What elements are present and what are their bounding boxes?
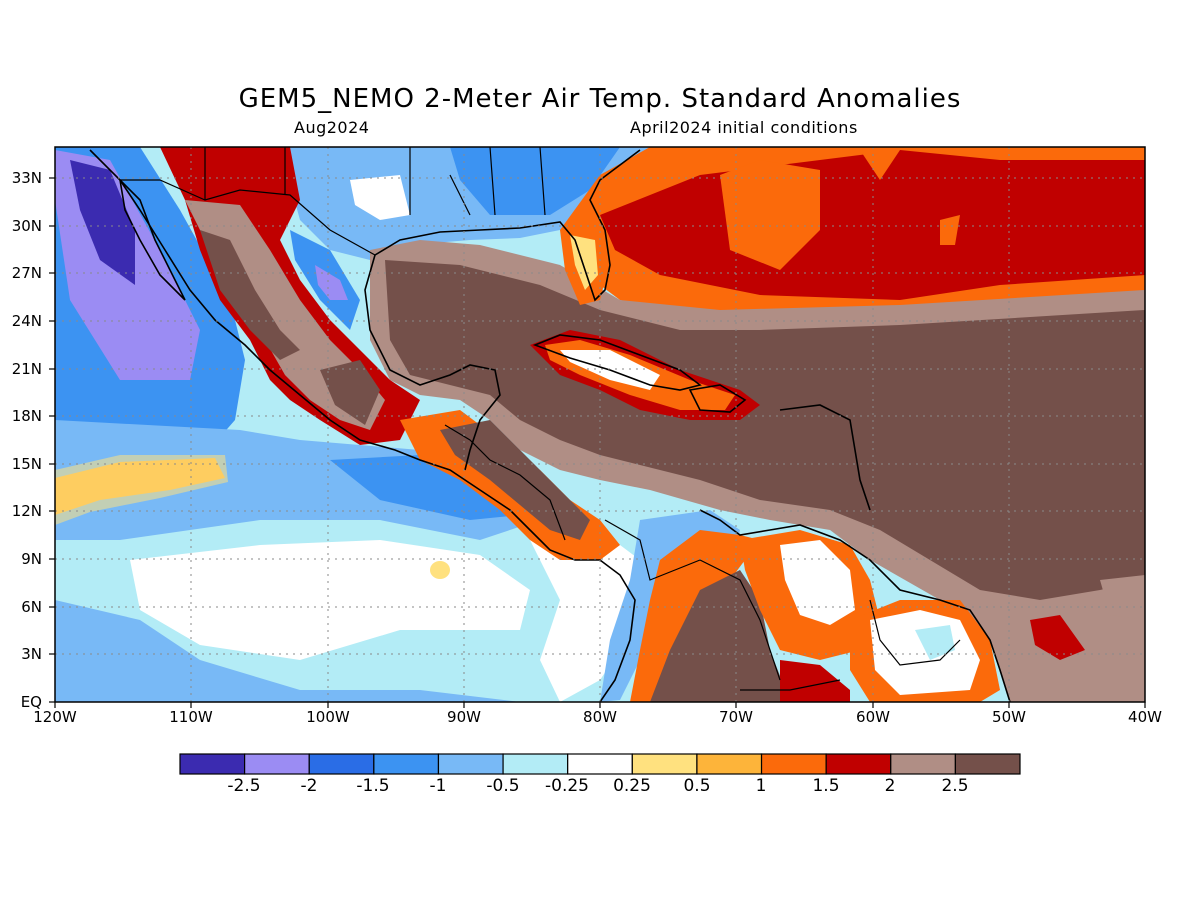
pacific-very-cold — [70, 160, 135, 285]
guiana-neutral — [870, 610, 980, 695]
venezuela-neutral — [780, 540, 855, 625]
south-america-borders — [699, 559, 961, 691]
colorbar-label: 1.5 — [812, 776, 840, 796]
colorbar-label: 0.25 — [613, 776, 651, 796]
hispaniola-coast — [688, 384, 747, 413]
baja-california — [118, 177, 186, 301]
atlantic-warm-patch-2 — [860, 150, 900, 180]
colorbar-swatch — [437, 753, 504, 775]
colorbar-swatch — [502, 753, 569, 775]
colorbar-label: 0.5 — [683, 776, 711, 796]
central-america-borders — [444, 424, 701, 581]
lat-label-33n: 33N — [11, 169, 42, 187]
us-mexico-border — [120, 179, 376, 256]
lon-label-70w: 70W — [719, 708, 753, 726]
florida-neutral — [570, 235, 598, 290]
us-state-lines — [204, 147, 546, 216]
lat-label-6n: 6N — [21, 598, 42, 616]
colorbar — [179, 753, 1021, 775]
lon-label-60w: 60W — [856, 708, 890, 726]
lat-label-18n: 18N — [11, 407, 42, 425]
grid — [55, 147, 1145, 702]
caribbean-islands — [779, 404, 871, 511]
lon-label-90w: 90W — [447, 708, 481, 726]
pacific-south-band — [55, 600, 520, 702]
colorbar-swatch — [308, 753, 375, 775]
colorbar-label: -1 — [429, 776, 447, 796]
colorbar-swatch — [631, 753, 698, 775]
colorbar-label: 2 — [884, 776, 896, 796]
atlantic-south-warm — [1100, 575, 1145, 620]
lat-label-24n: 24N — [11, 312, 42, 330]
sierra-madre-cold-core — [315, 265, 348, 300]
atlantic-warm-patch — [720, 160, 820, 270]
axis-ticks — [49, 177, 1146, 708]
lat-label-eq: EQ — [20, 693, 42, 711]
colombia-extreme — [650, 570, 790, 702]
lat-label-12n: 12N — [11, 502, 42, 520]
chart-subtitle-month: Aug2024 — [294, 118, 370, 137]
colorbar-swatch — [696, 753, 763, 775]
lat-label-3n: 3N — [21, 645, 42, 663]
anomaly-field — [55, 147, 1145, 702]
borders — [120, 147, 961, 691]
mexico-extreme — [200, 230, 300, 360]
lat-label-21n: 21N — [11, 360, 42, 378]
colorbar-swatch — [567, 753, 633, 775]
lon-label-40w: 40W — [1128, 708, 1162, 726]
pacific-warm-dot — [430, 561, 450, 579]
atlantic-south-hot — [1030, 615, 1085, 660]
lat-label-30n: 30N — [11, 217, 42, 235]
colorbar-swatch — [179, 753, 246, 775]
colorbar-swatch — [760, 753, 827, 775]
lon-label-80w: 80W — [583, 708, 617, 726]
mexico-extreme-2 — [320, 360, 380, 425]
colorbar-label: -0.5 — [486, 776, 520, 796]
texas-white — [350, 175, 410, 220]
amazon-extreme — [780, 660, 850, 702]
cuba-coast — [532, 334, 702, 391]
south-america-coast — [699, 509, 1011, 702]
colorbar-swatch — [825, 753, 892, 775]
colorbar-label: -1.5 — [356, 776, 390, 796]
gulf-north-cold-2 — [450, 147, 620, 215]
lat-label-27n: 27N — [11, 264, 42, 282]
colorbar-label: -0.25 — [545, 776, 589, 796]
colorbar-swatch — [954, 753, 1021, 775]
colorbar-label: -2 — [300, 776, 318, 796]
lat-label-9n: 9N — [21, 550, 42, 568]
lon-label-50w: 50W — [992, 708, 1026, 726]
lon-label-100w: 100W — [306, 708, 350, 726]
lon-label-110w: 110W — [169, 708, 213, 726]
guiana-cool — [915, 625, 955, 660]
colorbar-label: 2.5 — [941, 776, 969, 796]
atlantic-warm-patch-3 — [940, 215, 960, 245]
pacific-warm-blob-edge — [55, 455, 228, 525]
chart-subtitle-init: April2024 initial conditions — [630, 118, 858, 137]
colorbar-swatch — [373, 753, 440, 775]
colorbar-label: -2.5 — [227, 776, 261, 796]
pacific-blue-band-2 — [330, 455, 520, 520]
central-america-extreme — [440, 420, 590, 540]
chart-title: GEM5_NEMO 2-Meter Air Temp. Standard Ano… — [238, 84, 962, 114]
colorbar-swatch — [244, 753, 310, 775]
mexico-gulf-coast — [364, 254, 501, 471]
gulf-coast — [374, 149, 641, 302]
colorbar-label: 1 — [755, 776, 767, 796]
lat-label-15n: 15N — [11, 455, 42, 473]
mexico-pacific-coast — [89, 149, 636, 702]
colorbar-swatch — [890, 753, 956, 775]
coastlines — [89, 149, 1011, 702]
lon-label-120w: 120W — [33, 708, 77, 726]
